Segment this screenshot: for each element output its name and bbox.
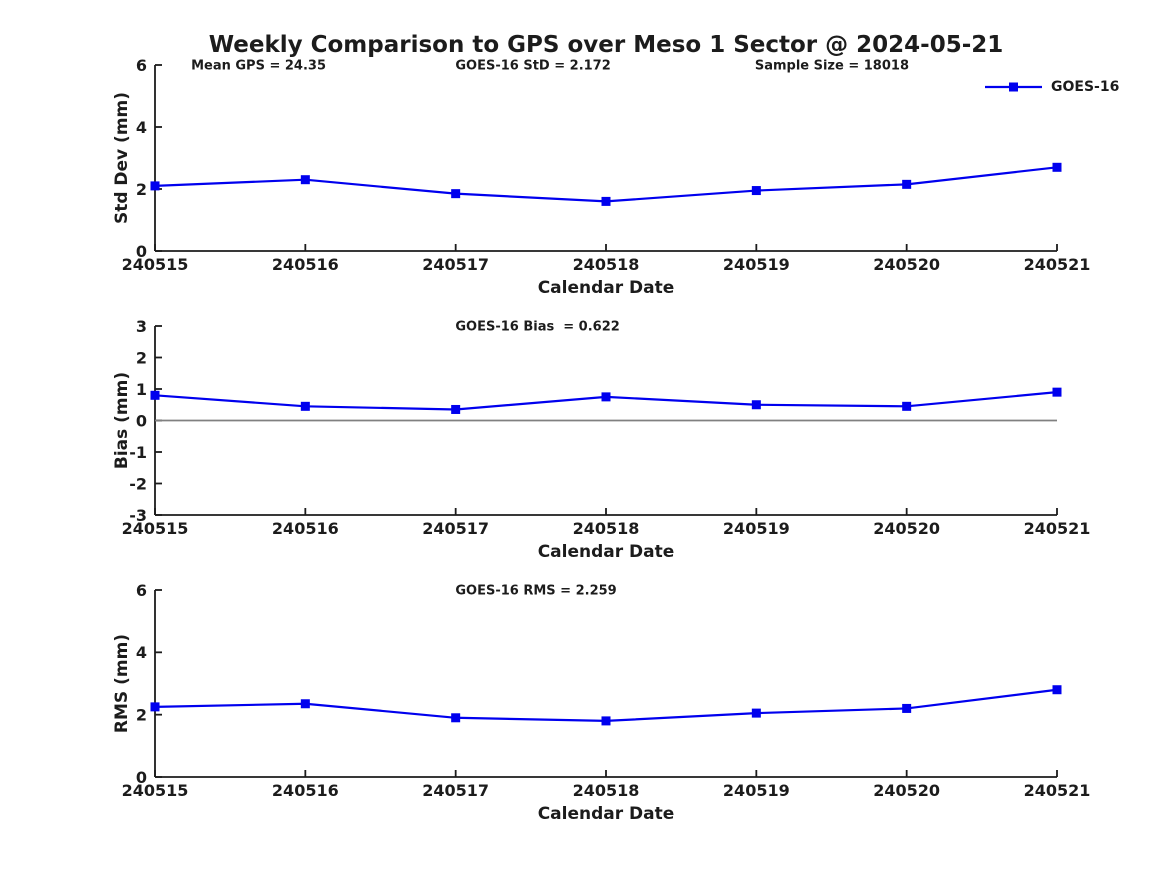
x-tick-label: 240518 (573, 781, 640, 800)
x-tick-label: 240515 (122, 255, 189, 274)
x-tick-label: 240519 (723, 781, 790, 800)
data-marker (150, 702, 160, 712)
data-marker (1052, 387, 1062, 397)
data-marker (1052, 162, 1062, 172)
x-tick-label: 240521 (1024, 255, 1091, 274)
data-marker (902, 179, 912, 189)
subplot-rms: 0 2 4 6 240515 240516 240517 240518 240519 240520… (112, 581, 1090, 824)
data-marker (300, 699, 310, 709)
y-tick-label: -1 (129, 443, 147, 462)
x-tick-label: 240521 (1024, 781, 1091, 800)
data-marker (451, 713, 461, 723)
data-marker (300, 175, 310, 185)
y-tick-label: 6 (136, 56, 147, 75)
data-marker (601, 196, 611, 206)
annotation: GOES-16 Bias = 0.622 (455, 320, 619, 335)
x-tick-label: 240516 (272, 255, 339, 274)
subplot-bias: -3 -2 -1 0 1 2 3 240515 240516 240517 240518 240519… (112, 317, 1090, 562)
x-tick-label: 240517 (422, 781, 489, 800)
annotation: GOES-16 StD = 2.172 (455, 59, 610, 74)
y-axis-label: Bias (mm) (112, 372, 132, 469)
y-tick-label: -2 (129, 474, 147, 493)
data-marker (751, 186, 761, 196)
data-marker (601, 392, 611, 402)
x-tick-label: 240515 (122, 781, 189, 800)
x-axis-label: Calendar Date (538, 278, 675, 298)
x-tick-label: 240520 (873, 255, 940, 274)
y-axis-label: Std Dev (mm) (112, 92, 132, 224)
data-marker (150, 390, 160, 400)
subplots-group: 0 2 4 6 240515 240516 240517 240518 240519 240520… (112, 56, 1119, 824)
y-tick-label: 6 (136, 581, 147, 600)
x-axis-label: Calendar Date (538, 542, 675, 562)
y-axis-label: RMS (mm) (112, 634, 132, 733)
series-line-goes-16 (154, 166, 1058, 203)
chart-title: Weekly Comparison to GPS over Meso 1 Sec… (209, 32, 1004, 58)
annotation: Mean GPS = 24.35 (191, 59, 326, 74)
series-line-goes-16 (154, 688, 1058, 723)
x-tick-label: 240518 (573, 255, 640, 274)
x-tick-label: 240521 (1024, 519, 1091, 538)
x-tick-label: 240517 (422, 255, 489, 274)
data-marker (1052, 685, 1062, 695)
y-tick-label: 0 (136, 411, 147, 430)
x-axis-label: Calendar Date (538, 804, 675, 824)
y-tick-label: 4 (136, 118, 147, 137)
legend-label: GOES-16 (1051, 79, 1119, 95)
x-tick-label: 240519 (723, 255, 790, 274)
y-tick-label: 2 (136, 705, 147, 724)
x-tick-label: 240518 (573, 519, 640, 538)
y-tick-label: 4 (136, 643, 147, 662)
data-marker (150, 181, 160, 191)
x-tick-label: 240520 (873, 781, 940, 800)
legend-marker (1009, 82, 1018, 92)
annotation: Sample Size = 18018 (755, 59, 909, 74)
data-marker (751, 400, 761, 410)
y-tick-label: 3 (136, 317, 147, 336)
y-tick-label: -3 (129, 506, 147, 525)
x-tick-label: 240515 (122, 519, 189, 538)
y-tick-label: 2 (136, 348, 147, 367)
x-tick-label: 240520 (873, 519, 940, 538)
data-marker (751, 708, 761, 718)
annotation: GOES-16 RMS = 2.259 (455, 584, 616, 599)
x-tick-label: 240516 (272, 781, 339, 800)
y-tick-label: 1 (136, 380, 147, 399)
subplot-std-dev: 0 2 4 6 240515 240516 240517 240518 240519 240520… (112, 56, 1119, 298)
data-marker (601, 716, 611, 726)
x-tick-label: 240517 (422, 519, 489, 538)
data-marker (902, 703, 912, 713)
x-tick-label: 240516 (272, 519, 339, 538)
y-tick-label: 2 (136, 180, 147, 199)
data-marker (451, 189, 461, 199)
legend: GOES-16 (985, 79, 1119, 95)
y-tick-label: 0 (136, 768, 147, 787)
x-tick-label: 240519 (723, 519, 790, 538)
data-marker (451, 404, 461, 414)
y-tick-label: 0 (136, 242, 147, 261)
data-marker (902, 401, 912, 411)
data-marker (300, 401, 310, 411)
